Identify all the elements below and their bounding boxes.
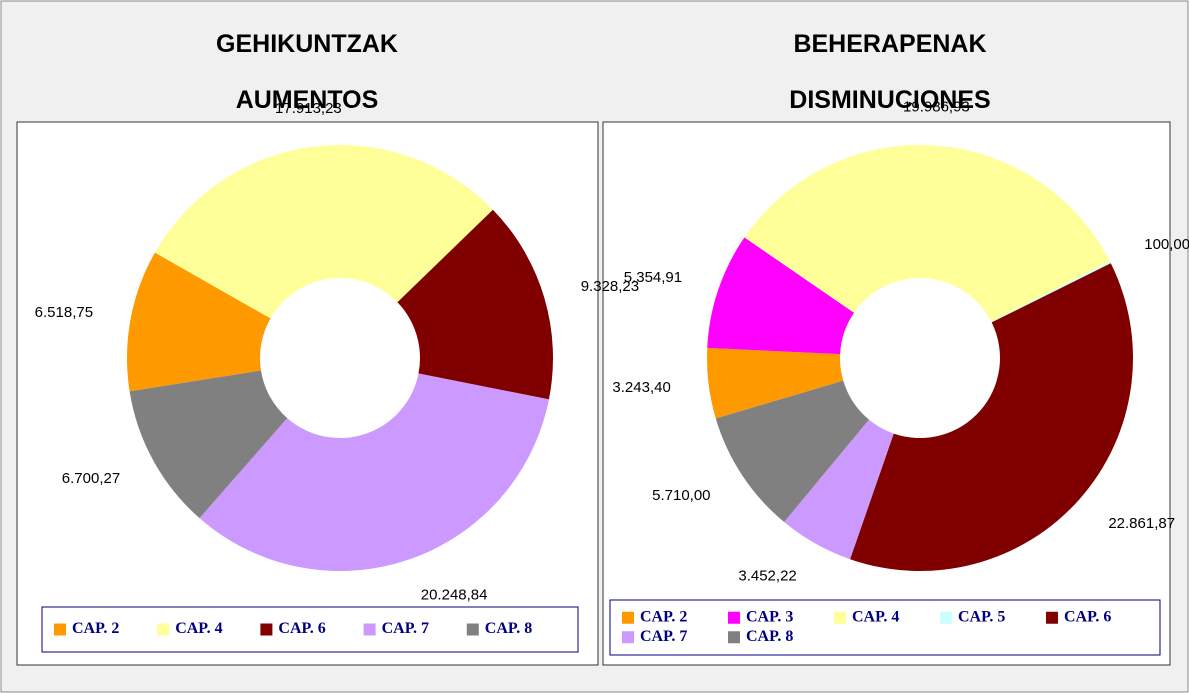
data-label: 20.248,84	[421, 587, 488, 604]
legend-swatch	[728, 631, 740, 644]
legend-swatch	[54, 623, 66, 636]
data-label: 5.710,00	[652, 487, 710, 504]
chart-title: GEHIKUNTZAK	[216, 30, 398, 58]
legend-swatch	[260, 623, 273, 636]
data-label: 100,00	[1144, 236, 1189, 253]
legend-swatch	[157, 623, 170, 636]
slice	[715, 380, 869, 523]
legend-label: CAP. 5	[958, 608, 1005, 625]
chart-title: BEHERAPENAK	[793, 30, 986, 58]
legend-swatch	[622, 611, 634, 624]
slice	[707, 347, 844, 419]
legend-box	[609, 599, 1161, 656]
legend-swatch	[940, 611, 952, 624]
legend-label: CAP. 8	[746, 628, 793, 645]
legend-label: CAP. 7	[382, 620, 429, 637]
legend-swatch	[1046, 611, 1058, 624]
legend-label: CAP. 7	[640, 628, 687, 645]
slice	[991, 261, 1111, 323]
chart-subtitle: AUMENTOS	[236, 86, 379, 114]
legend-box	[41, 606, 579, 653]
slice	[850, 263, 1134, 571]
slice	[707, 237, 855, 355]
legend-label: CAP. 4	[852, 608, 899, 625]
data-label: 17.913,23	[275, 100, 342, 117]
legend-label: CAP. 8	[485, 620, 532, 637]
legend-swatch	[728, 611, 740, 624]
data-label: 5.354,91	[624, 269, 682, 286]
data-label: 3.243,40	[612, 379, 670, 396]
data-label: 3.452,22	[738, 568, 796, 585]
legend-swatch	[466, 623, 479, 636]
legend-label: CAP. 3	[746, 608, 793, 625]
legend-swatch	[363, 623, 376, 636]
legend-label: CAP. 4	[175, 620, 222, 637]
legend-swatch	[622, 631, 634, 644]
legend-swatch	[834, 611, 846, 624]
legend-label: CAP. 2	[640, 608, 687, 625]
chart-subtitle: DISMINUCIONES	[789, 86, 990, 114]
data-label: 9.328,23	[581, 278, 639, 295]
legend-label: CAP. 6	[278, 620, 325, 637]
data-label: 22.861,87	[1108, 515, 1175, 532]
slice	[127, 252, 271, 392]
legend-label: CAP. 6	[1064, 608, 1111, 625]
slice	[199, 373, 549, 571]
slice	[397, 209, 553, 400]
data-label: 19.986,93	[903, 99, 970, 116]
slice	[154, 145, 493, 319]
slice	[784, 419, 894, 560]
data-label: 6.700,27	[62, 470, 120, 487]
data-label: 6.518,75	[35, 304, 93, 321]
slice	[744, 145, 1110, 322]
slice	[129, 370, 288, 519]
legend-label: CAP. 2	[72, 620, 119, 637]
